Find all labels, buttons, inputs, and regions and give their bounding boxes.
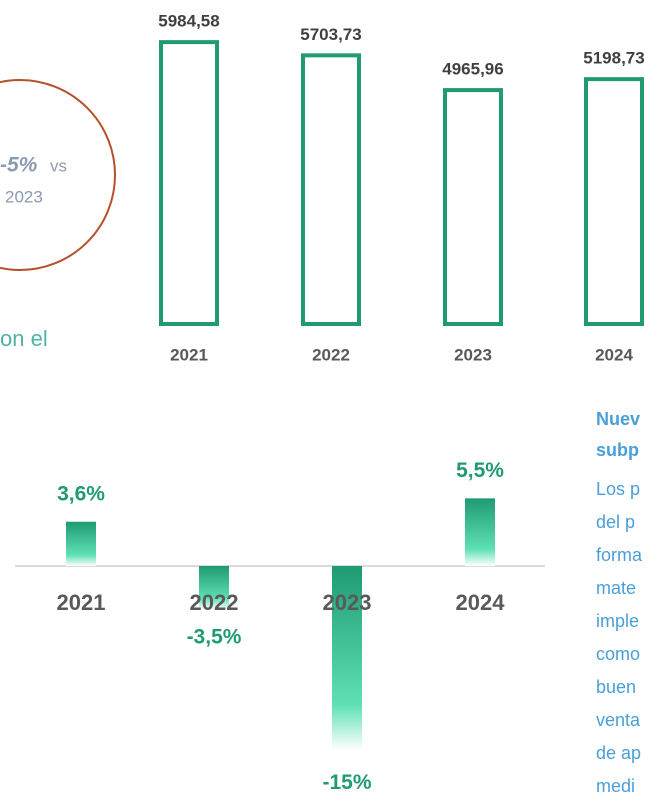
side-line: forma <box>596 545 643 565</box>
side-heading: Nuev <box>596 409 640 429</box>
bar <box>443 88 503 326</box>
bar <box>465 498 495 566</box>
side-line: mate <box>596 578 636 598</box>
side-heading: subp <box>596 440 639 460</box>
side-line: imple <box>596 611 639 631</box>
side-line: del p <box>596 512 635 532</box>
value-label: 5703,73 <box>300 25 361 44</box>
value-label: 3,6% <box>57 482 105 505</box>
side-line: medi <box>596 776 635 796</box>
bar <box>159 40 219 326</box>
x-tick-label: 2024 <box>456 590 506 615</box>
value-label: -15% <box>322 771 371 794</box>
callout-vs: vs <box>50 156 67 175</box>
value-label: 5984,58 <box>158 12 219 31</box>
bar <box>332 566 362 751</box>
x-tick-label: 2022 <box>190 590 239 615</box>
value-label: 5198,73 <box>583 49 644 68</box>
x-tick-label: 2023 <box>454 345 492 364</box>
bar <box>584 77 644 326</box>
value-label: 4965,96 <box>442 60 503 79</box>
x-tick-label: 2024 <box>595 345 633 364</box>
callout-circle <box>0 79 116 271</box>
left-fragment: on el <box>0 326 48 351</box>
bar <box>301 53 361 327</box>
side-line: Los p <box>596 479 640 499</box>
side-line: de ap <box>596 743 641 763</box>
callout-value: -5% <box>0 154 38 177</box>
callout-year: 2023 <box>5 187 43 206</box>
value-label: -3,5% <box>187 626 242 649</box>
side-line: como <box>596 644 640 664</box>
bar <box>66 521 96 566</box>
x-tick-label: 2023 <box>323 590 372 615</box>
x-tick-label: 2021 <box>170 345 208 364</box>
x-tick-label: 2021 <box>57 590 106 615</box>
side-line: venta <box>596 710 641 730</box>
side-line: buen <box>596 677 636 697</box>
x-tick-label: 2022 <box>312 345 350 364</box>
bar <box>199 566 229 610</box>
value-label: 5,5% <box>456 459 504 482</box>
